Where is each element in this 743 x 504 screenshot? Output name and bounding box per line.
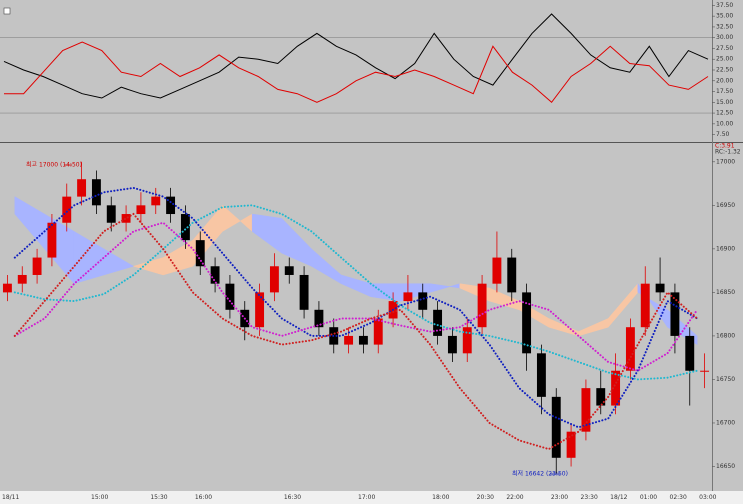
y-tick-label: 20.00 xyxy=(716,77,733,84)
y-tick-label: 27.50 xyxy=(716,45,733,52)
candle-body xyxy=(625,327,635,371)
cloud-segment xyxy=(103,248,135,276)
candle-body xyxy=(195,240,205,267)
candle-body xyxy=(640,283,650,328)
candle-body xyxy=(611,370,621,406)
candle-body xyxy=(581,388,591,432)
candle-body xyxy=(522,292,532,354)
y-tick-label: 16850 xyxy=(716,289,735,296)
candle-body xyxy=(62,196,72,223)
y-tick-label: 35.00 xyxy=(716,13,733,20)
candle-body xyxy=(225,283,235,310)
candle-body xyxy=(685,335,695,371)
y-tick-label: 32.50 xyxy=(716,23,733,30)
x-tick-label: 03:00 xyxy=(699,494,716,501)
candle-body xyxy=(32,257,42,275)
candle-body xyxy=(2,283,12,293)
candle-body xyxy=(299,274,309,310)
x-tick-label: 16:30 xyxy=(284,494,301,501)
y-tick-label: 17000 xyxy=(716,158,735,165)
overlay-line xyxy=(13,204,699,381)
checkbox[interactable] xyxy=(3,7,11,15)
y-tick-label: 7.50 xyxy=(716,131,730,138)
x-tick-label: 02:30 xyxy=(670,494,687,501)
candle-body xyxy=(403,292,413,302)
candle-body xyxy=(596,388,606,406)
candle-body xyxy=(47,222,57,258)
x-tick-label: 15:00 xyxy=(91,494,108,501)
y-tick-label: 16900 xyxy=(716,245,735,252)
x-tick-label: 18:00 xyxy=(432,494,449,501)
candle-body xyxy=(670,292,680,336)
candle-body xyxy=(492,257,502,284)
candle-body xyxy=(447,335,457,354)
overlay-line xyxy=(13,221,699,372)
low-annotation: 최저 16642 (23:50) xyxy=(512,470,568,478)
rc-label: RC:-1.32 xyxy=(715,149,741,156)
candle-body xyxy=(269,266,279,293)
candle-body xyxy=(700,370,710,372)
c-label: C:3.91 xyxy=(715,143,735,150)
candle-body xyxy=(344,335,354,345)
candle-body xyxy=(284,266,294,275)
y-tick-label: 16950 xyxy=(716,202,735,209)
candle-body xyxy=(180,214,190,241)
candle-body xyxy=(210,266,220,284)
candle-body xyxy=(655,283,665,293)
candle-body xyxy=(536,353,546,397)
x-axis-strip xyxy=(0,491,743,504)
candle-body xyxy=(106,205,116,223)
x-tick-label: 01:00 xyxy=(640,494,657,501)
x-tick-label: 18/11 xyxy=(2,494,19,501)
y-tick-label: 12.50 xyxy=(716,110,733,117)
y-tick-label: 30.00 xyxy=(716,34,733,41)
candle-body xyxy=(507,257,517,293)
candle-body xyxy=(418,292,428,310)
candle-body xyxy=(17,274,27,284)
y-tick-label: 25.00 xyxy=(716,56,733,63)
x-tick-label: 15:30 xyxy=(150,494,167,501)
candle-body xyxy=(77,179,87,197)
oscillator-line xyxy=(3,13,709,99)
candle-body xyxy=(151,196,161,206)
candle-body xyxy=(314,309,324,328)
x-tick-label: 23:30 xyxy=(581,494,598,501)
x-tick-label: 23:00 xyxy=(551,494,568,501)
candle-body xyxy=(433,309,443,336)
y-tick-label: 16750 xyxy=(716,376,735,383)
y-tick-label: 15.00 xyxy=(716,99,733,106)
y-tick-label: 37.50 xyxy=(716,2,733,9)
candle-body xyxy=(91,179,101,206)
y-tick-label: 16650 xyxy=(716,463,735,470)
y-tick-label: 16800 xyxy=(716,332,735,339)
y-tick-label: 16700 xyxy=(716,419,735,426)
high-annotation: 최고 17000 (14:50) xyxy=(26,161,82,169)
oscillator-line xyxy=(4,41,709,104)
candle-body xyxy=(477,283,487,328)
x-tick-label: 22:00 xyxy=(506,494,523,501)
x-tick-label: 18/12 xyxy=(610,494,627,501)
x-tick-label: 20:30 xyxy=(477,494,494,501)
candle-body xyxy=(121,214,131,223)
candle-body xyxy=(255,292,265,328)
overlay-line xyxy=(13,212,699,451)
overlay-line xyxy=(13,186,699,429)
x-tick-label: 16:00 xyxy=(195,494,212,501)
candle-body xyxy=(551,396,561,458)
candle-body xyxy=(166,196,176,215)
y-tick-label: 22.50 xyxy=(716,67,733,74)
candle-body xyxy=(566,431,576,458)
x-tick-label: 17:00 xyxy=(358,494,375,501)
candle-body xyxy=(358,335,368,345)
candle-body xyxy=(373,318,383,345)
y-tick-label: 10.00 xyxy=(716,120,733,127)
candle-body xyxy=(136,205,146,215)
y-tick-label: 17.50 xyxy=(716,88,733,95)
candle-body xyxy=(462,327,472,354)
plot-layer: 37.50 35.00 32.50 30.00 27.50 25.00 22.50 20.00… xyxy=(0,2,735,501)
